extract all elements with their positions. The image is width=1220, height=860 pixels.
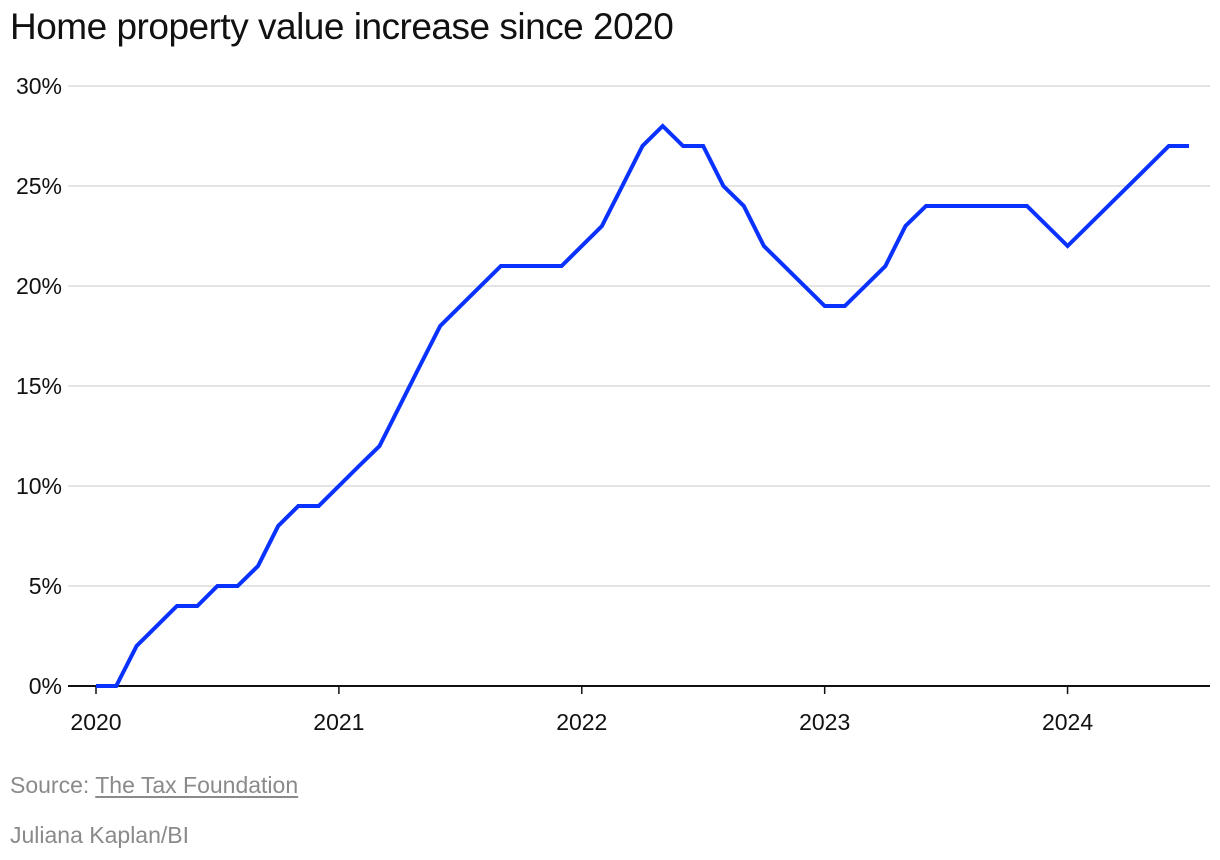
- y-tick-label: 30%: [16, 73, 62, 99]
- chart-title: Home property value increase since 2020: [10, 6, 674, 47]
- y-tick-label: 10%: [16, 473, 62, 499]
- x-axis: 2020 2021 2022 2023 2024: [68, 685, 1210, 735]
- source-prefix: Source:: [10, 772, 90, 798]
- x-tick-label: 2021: [313, 709, 364, 735]
- source-link[interactable]: The Tax Foundation: [95, 772, 299, 798]
- series-line-0: [96, 123, 1189, 688]
- x-tick-label: 2020: [70, 709, 121, 735]
- x-tick-label: 2024: [1042, 709, 1093, 735]
- y-tick-label: 0%: [29, 673, 62, 699]
- series-lines: [96, 123, 1189, 688]
- y-tick-label: 15%: [16, 373, 62, 399]
- y-tick-label: 5%: [29, 573, 62, 599]
- gridlines: [68, 85, 1210, 587]
- y-tick-label: 20%: [16, 273, 62, 299]
- x-tick-label: 2022: [556, 709, 607, 735]
- x-tick-label: 2023: [799, 709, 850, 735]
- y-tick-label: 25%: [16, 173, 62, 199]
- y-axis-ticks: 0% 5% 10% 15% 20% 25% 30%: [16, 73, 62, 699]
- source-note: Source: The Tax Foundation: [10, 772, 298, 799]
- credit-line: Juliana Kaplan/BI: [10, 822, 190, 848]
